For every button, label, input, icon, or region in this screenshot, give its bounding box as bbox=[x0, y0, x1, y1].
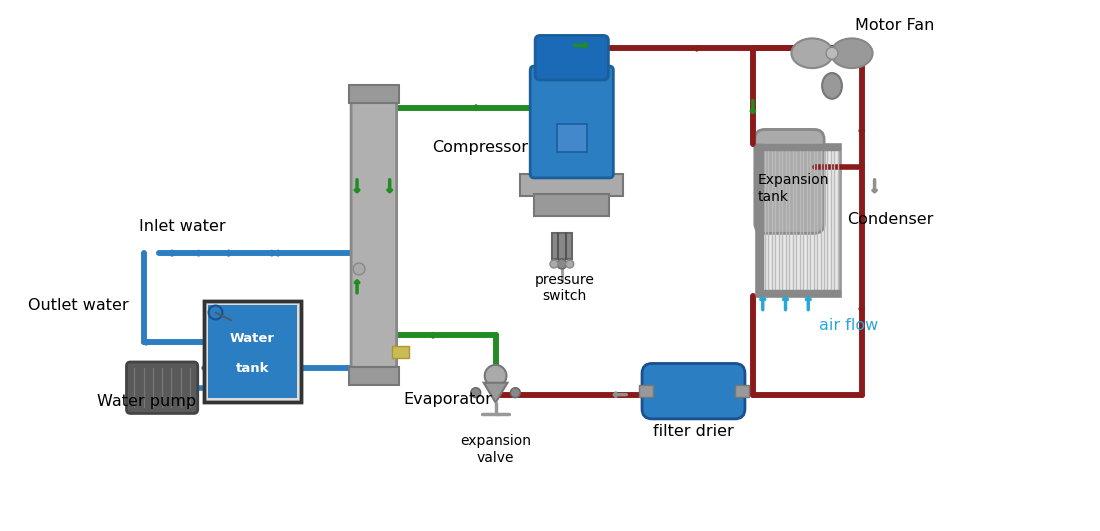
Text: Water pump: Water pump bbox=[97, 394, 196, 409]
Circle shape bbox=[209, 305, 222, 320]
Text: Water: Water bbox=[230, 332, 275, 346]
Text: valve: valve bbox=[476, 451, 515, 465]
Ellipse shape bbox=[791, 38, 833, 68]
Bar bbox=[349, 85, 398, 102]
Polygon shape bbox=[484, 383, 507, 402]
Circle shape bbox=[826, 47, 838, 59]
Text: Motor Fan: Motor Fan bbox=[855, 18, 934, 33]
Bar bbox=[392, 346, 409, 358]
Text: pressure: pressure bbox=[535, 273, 595, 287]
FancyBboxPatch shape bbox=[536, 36, 608, 80]
Bar bbox=[208, 305, 297, 398]
Text: expansion: expansion bbox=[460, 434, 531, 448]
FancyBboxPatch shape bbox=[126, 362, 198, 414]
Bar bbox=[735, 385, 749, 397]
Text: tank: tank bbox=[758, 190, 789, 204]
Bar bbox=[756, 144, 840, 296]
Text: air flow: air flow bbox=[820, 318, 879, 333]
Bar bbox=[756, 144, 762, 296]
Circle shape bbox=[485, 365, 506, 387]
Circle shape bbox=[510, 388, 520, 398]
Text: Condenser: Condenser bbox=[847, 212, 933, 227]
Bar bbox=[756, 144, 840, 150]
Ellipse shape bbox=[830, 38, 872, 68]
FancyBboxPatch shape bbox=[642, 363, 745, 419]
Bar bbox=[557, 124, 586, 152]
Bar bbox=[535, 194, 609, 216]
Bar bbox=[204, 301, 300, 401]
Text: Compressor: Compressor bbox=[432, 140, 528, 155]
Text: switch: switch bbox=[542, 289, 587, 303]
Circle shape bbox=[565, 260, 574, 268]
Bar bbox=[552, 233, 572, 259]
Bar bbox=[520, 174, 624, 196]
Circle shape bbox=[557, 259, 566, 269]
Circle shape bbox=[353, 263, 365, 275]
Bar bbox=[204, 301, 300, 401]
Ellipse shape bbox=[822, 73, 842, 99]
Text: Expansion: Expansion bbox=[758, 173, 829, 187]
Text: Outlet water: Outlet water bbox=[28, 298, 128, 313]
Bar bbox=[639, 385, 653, 397]
FancyBboxPatch shape bbox=[351, 88, 397, 373]
FancyBboxPatch shape bbox=[530, 66, 614, 178]
Circle shape bbox=[471, 388, 481, 398]
Text: filter drier: filter drier bbox=[653, 424, 734, 439]
FancyBboxPatch shape bbox=[755, 130, 824, 233]
Circle shape bbox=[550, 260, 558, 268]
Text: Evaporator: Evaporator bbox=[404, 392, 493, 407]
Text: tank: tank bbox=[235, 362, 268, 375]
Bar bbox=[349, 367, 398, 385]
Text: Inlet water: Inlet water bbox=[140, 219, 225, 234]
Bar bbox=[756, 290, 840, 296]
